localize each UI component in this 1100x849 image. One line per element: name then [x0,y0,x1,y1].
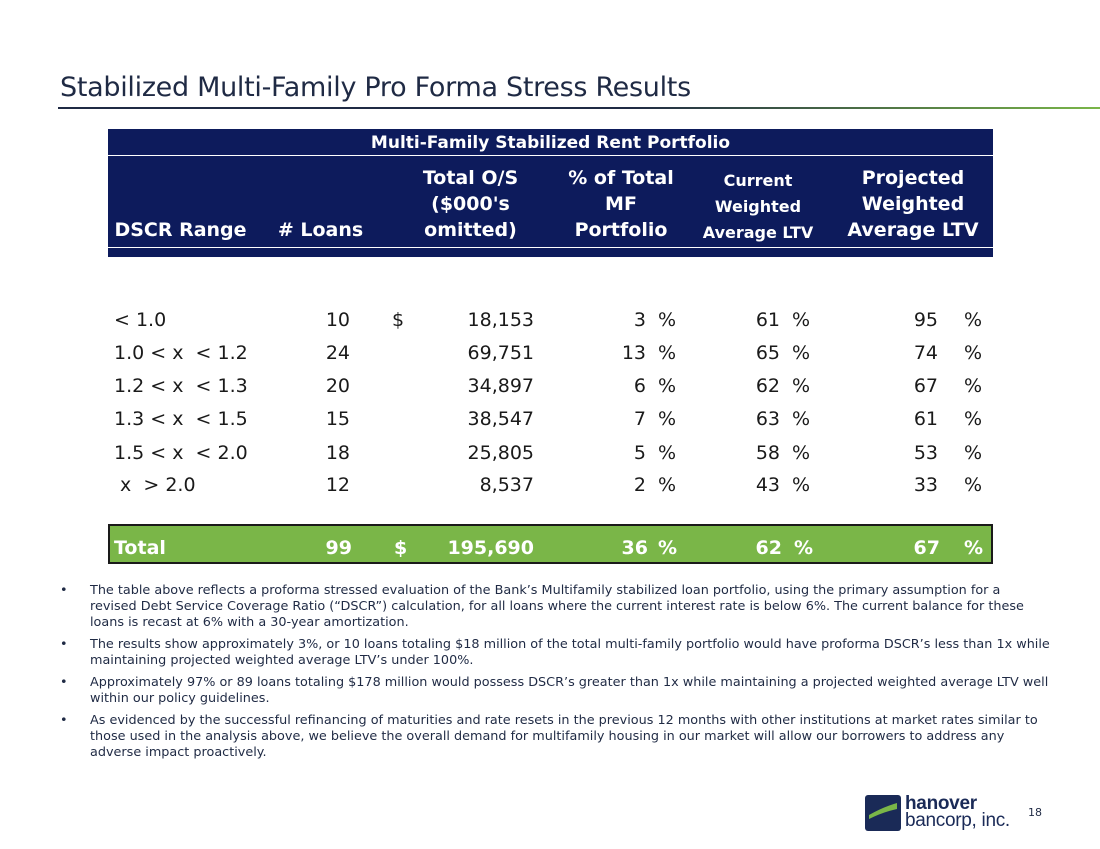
cell-cur-sign: % [792,474,811,496]
cell-os: 34,897 [467,375,534,397]
cell-proj-sign: % [964,375,983,397]
bullet-list: The table above reflects a proforma stre… [60,583,1050,767]
cell-pct: 2 [633,474,646,496]
cell-loans: 10 [325,309,350,331]
cell-proj: 33 [913,474,938,496]
cell-os: 18,153 [467,309,534,331]
cell-loans: 24 [325,342,350,364]
table-header: Multi-Family Stabilized Rent Portfolio D… [108,129,993,257]
cell-dollar: $ [392,309,405,331]
total-projected-pct-sign: % [964,537,984,559]
cell-cur: 65 [755,342,780,364]
total-pct: 36 [621,537,648,559]
company-logo: hanover bancorp, inc. [865,793,1030,833]
cell-proj: 53 [913,442,938,464]
cell-pct-sign: % [658,474,677,496]
cell-pct-sign: % [658,342,677,364]
table-total-row: Total 99 $ 195,690 36 % 62 % 67 % [108,524,993,564]
cell-cur-sign: % [792,408,811,430]
total-pct-sign: % [658,537,678,559]
cell-pct-sign: % [658,408,677,430]
total-os: 195,690 [447,537,534,559]
table-caption: Multi-Family Stabilized Rent Portfolio [108,129,993,156]
cell-cur: 62 [755,375,780,397]
cell-proj: 61 [913,408,938,430]
cell-cur: 43 [755,474,780,496]
hanover-logo-icon [865,795,901,831]
cell-pct: 3 [633,309,646,331]
table-row: 1.3 < x < 1.5 15 38,547 7% 63% 61% [108,402,993,436]
total-current-pct-sign: % [794,537,814,559]
table-row: 1.5 < x < 2.0 18 25,805 5% 58% 53% [108,436,993,470]
cell-pct-sign: % [658,309,677,331]
cell-pct-sign: % [658,375,677,397]
cell-pct: 5 [633,442,646,464]
total-label: Total [114,537,166,559]
cell-range: < 1.0 [114,309,167,331]
cell-cur: 61 [755,309,780,331]
cell-cur-sign: % [792,442,811,464]
cell-os: 69,751 [467,342,534,364]
table-row: x > 2.0 12 8,537 2% 43% 33% [108,468,993,502]
cell-range: 1.0 < x < 1.2 [114,342,248,364]
cell-proj-sign: % [964,408,983,430]
cell-pct: 6 [633,375,646,397]
total-current-ltv: 62 [755,537,782,559]
cell-proj-sign: % [964,342,983,364]
title-divider [58,107,1100,109]
cell-loans: 20 [325,375,350,397]
cell-pct-sign: % [658,442,677,464]
cell-cur: 63 [755,408,780,430]
cell-range: x > 2.0 [114,474,196,496]
cell-loans: 15 [325,408,350,430]
cell-range: 1.3 < x < 1.5 [114,408,248,430]
cell-proj-sign: % [964,309,983,331]
bullet-item: The table above reflects a proforma stre… [60,583,1050,631]
cell-cur-sign: % [792,342,811,364]
cell-proj: 95 [913,309,938,331]
logo-text-line2: bancorp, inc. [905,810,1010,831]
header-loans: # Loans [277,219,364,241]
table-row: 1.2 < x < 1.3 20 34,897 6% 62% 67% [108,369,993,403]
cell-os: 38,547 [467,408,534,430]
total-dollar-sign: $ [394,537,408,559]
bullet-item: The results show approximately 3%, or 10… [60,637,1050,669]
cell-loans: 18 [325,442,350,464]
bullet-item: As evidenced by the successful refinanci… [60,713,1050,761]
cell-loans: 12 [325,474,350,496]
cell-os: 8,537 [479,474,534,496]
total-projected-ltv: 67 [913,537,940,559]
header-dscr-range: DSCR Range [114,219,247,241]
page-number: 18 [1028,806,1042,819]
logo-text-line1: hanover [905,793,977,814]
cell-os: 25,805 [467,442,534,464]
cell-proj-sign: % [964,442,983,464]
table-row: 1.0 < x < 1.2 24 69,751 13% 65% 74% [108,336,993,370]
cell-range: 1.2 < x < 1.3 [114,375,248,397]
cell-pct: 13 [621,342,646,364]
table-row: < 1.0 10 $18,153 3% 61% 95% [108,303,993,337]
cell-cur-sign: % [792,375,811,397]
cell-cur: 58 [755,442,780,464]
page-title: Stabilized Multi-Family Pro Forma Stress… [60,72,691,103]
total-loans: 99 [325,537,352,559]
header-bottom-rule [108,247,993,248]
cell-pct: 7 [633,408,646,430]
cell-proj: 67 [913,375,938,397]
bullet-item: Approximately 97% or 89 loans totaling $… [60,675,1050,707]
cell-proj-sign: % [964,474,983,496]
cell-range: 1.5 < x < 2.0 [114,442,248,464]
cell-cur-sign: % [792,309,811,331]
cell-proj: 74 [913,342,938,364]
